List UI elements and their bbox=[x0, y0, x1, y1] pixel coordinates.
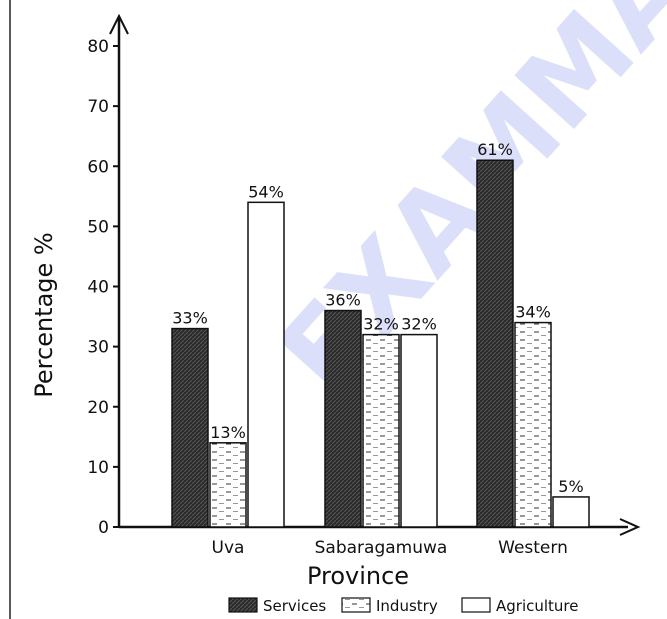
bar-agriculture-western bbox=[552, 496, 590, 528]
legend-label-agriculture: Agriculture bbox=[496, 597, 579, 615]
data-label: 34% bbox=[515, 303, 551, 322]
x-tick-label: Western bbox=[498, 538, 568, 558]
bar-agriculture-uva bbox=[247, 201, 285, 528]
svg-text:EXAMMA: EXAMMA bbox=[254, 0, 667, 417]
data-label: 32% bbox=[401, 315, 437, 334]
data-label: 5% bbox=[558, 477, 583, 496]
x-axis-arrow bbox=[619, 518, 641, 536]
y-ticks: 0 10 20 30 40 50 60 70 80 bbox=[87, 37, 119, 538]
x-tick-label: Uva bbox=[212, 538, 245, 558]
legend-swatch-services bbox=[228, 597, 258, 613]
y-tick-label: 80 bbox=[87, 37, 109, 57]
y-axis-arrow bbox=[109, 13, 129, 35]
bar-services-western bbox=[476, 159, 514, 528]
legend-swatch-agriculture bbox=[461, 597, 491, 613]
y-tick-label: 20 bbox=[87, 398, 109, 418]
y-tick-label: 60 bbox=[87, 157, 109, 177]
y-tick-label: 50 bbox=[87, 217, 109, 237]
x-axis-title: Province bbox=[307, 562, 409, 590]
data-label: 32% bbox=[363, 315, 399, 334]
data-label: 61% bbox=[477, 140, 513, 159]
data-label: 36% bbox=[325, 291, 361, 310]
data-labels: 33%13%54%36%32% 32%61%34%5% bbox=[172, 140, 583, 496]
data-label: 54% bbox=[248, 182, 284, 201]
legend: Services Industry Agriculture bbox=[228, 597, 579, 615]
y-tick-label: 30 bbox=[87, 338, 109, 358]
x-tick-label: Sabaragamuwa bbox=[315, 538, 448, 558]
bars bbox=[171, 159, 590, 528]
watermark: EXAMMA bbox=[254, 0, 667, 417]
legend-swatch-industry bbox=[341, 597, 371, 613]
y-axis-title: Percentage % bbox=[30, 232, 58, 397]
data-label: 33% bbox=[172, 309, 208, 328]
legend-label-industry: Industry bbox=[376, 597, 438, 615]
bar-industry-uva bbox=[209, 442, 247, 528]
y-tick-label: 40 bbox=[87, 278, 109, 298]
bar-services-uva bbox=[171, 327, 209, 528]
bar-industry-western bbox=[514, 321, 552, 528]
x-ticks: Uva Sabaragamuwa Western bbox=[212, 538, 568, 558]
bar-services-sabaragamuwa bbox=[324, 309, 362, 528]
data-label: 13% bbox=[210, 423, 246, 442]
bar-industry-sabaragamuwa bbox=[362, 333, 400, 528]
y-tick-label: 70 bbox=[87, 97, 109, 117]
y-tick-label: 10 bbox=[87, 458, 109, 478]
bar-agriculture-sabaragamuwa bbox=[400, 333, 438, 528]
y-tick-label: 0 bbox=[98, 518, 109, 538]
legend-label-services: Services bbox=[263, 597, 326, 615]
